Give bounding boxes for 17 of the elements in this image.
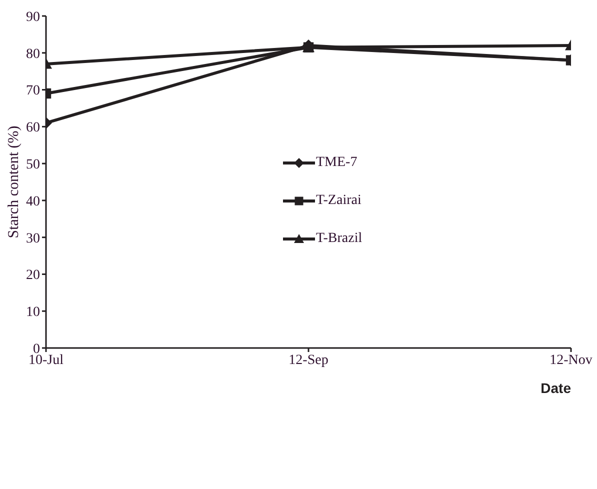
y-tick-label: 70 (26, 84, 40, 99)
legend-label: TME-7 (316, 155, 358, 171)
y-tick-label: 40 (26, 194, 40, 210)
y-tick-label: 60 (26, 120, 40, 136)
y-tick-label: 90 (26, 10, 40, 25)
legend-label: T-Brazil (316, 231, 362, 247)
x-tick-label: 12-Nov (550, 352, 592, 368)
y-tick-label: 30 (26, 231, 40, 246)
y-axis-title: Starch content (%) (6, 126, 22, 238)
y-tick-label: 10 (26, 305, 40, 320)
x-axis-title: Date (540, 380, 572, 396)
y-tick-label: 20 (26, 268, 40, 284)
y-tick-label: 80 (26, 46, 40, 62)
x-tick-label: 10-Jul (28, 352, 64, 368)
y-tick-label: 50 (26, 158, 40, 173)
x-tick-label: 12-Sep (288, 352, 328, 368)
legend-label: T-Zairai (316, 193, 362, 209)
